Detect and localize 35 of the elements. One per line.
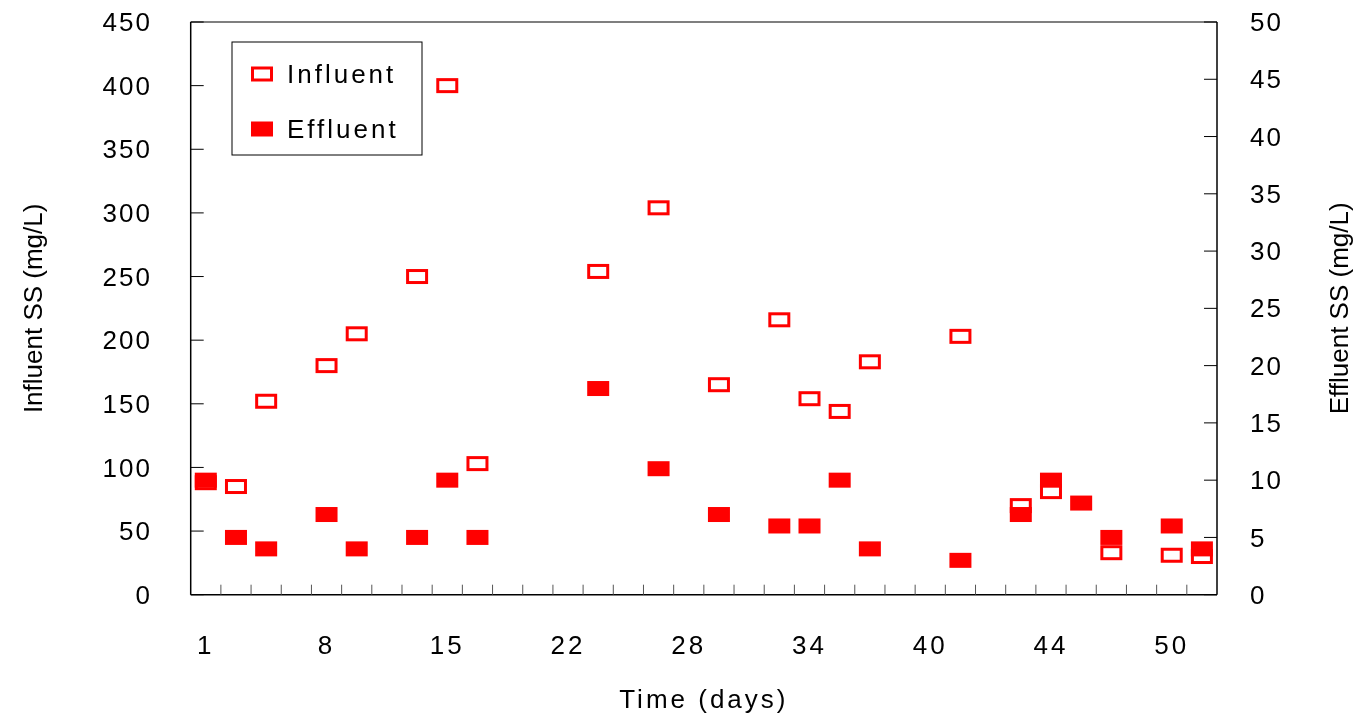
y2-tick-label: 30 xyxy=(1250,236,1283,267)
y2-tick-label: 35 xyxy=(1250,178,1283,209)
x-tick-label: 15 xyxy=(429,630,465,660)
x-tick-label: 50 xyxy=(1154,630,1190,660)
y-tick-label: 450 xyxy=(102,7,152,38)
x-tick-label: 1 xyxy=(197,630,215,660)
y-tick-label: 150 xyxy=(102,388,152,419)
legend-label: Influent xyxy=(287,59,397,90)
x-tick-label: 40 xyxy=(912,630,948,660)
y-tick-label: 200 xyxy=(102,325,152,356)
y2-tick-label: 50 xyxy=(1250,7,1283,38)
y2-tick-label: 40 xyxy=(1250,121,1283,152)
y-tick-label: 300 xyxy=(102,198,152,228)
x-tick-label: 8 xyxy=(317,630,336,660)
legend-label: Effluent xyxy=(287,114,399,145)
y-tick-label: 250 xyxy=(102,261,152,292)
y2-tick-label: 5 xyxy=(1250,522,1267,553)
x-tick-label: 44 xyxy=(1033,630,1069,660)
y-tick-label: 400 xyxy=(102,70,152,101)
y-tick-label: 0 xyxy=(135,579,152,610)
y2-axis-title: Effluent SS (mg/L) xyxy=(1324,202,1354,415)
y2-tick-label: 25 xyxy=(1250,293,1283,324)
y-tick-label: 50 xyxy=(119,516,152,547)
y2-tick-label: 20 xyxy=(1250,350,1283,381)
x-tick-label: 34 xyxy=(792,630,827,660)
y-tick-label: 100 xyxy=(102,452,152,483)
x-tick-label: 22 xyxy=(550,630,586,660)
y-tick-label: 350 xyxy=(102,134,152,165)
y2-tick-label: 10 xyxy=(1250,465,1283,496)
y2-tick-label: 0 xyxy=(1250,579,1267,610)
y2-tick-label: 15 xyxy=(1250,407,1283,438)
y2-tick-label: 45 xyxy=(1250,64,1283,95)
x-axis-title: Time (days) xyxy=(619,684,789,714)
y-axis-title: Influent SS (mg/L) xyxy=(18,203,48,414)
x-tick-label: 28 xyxy=(671,630,707,660)
